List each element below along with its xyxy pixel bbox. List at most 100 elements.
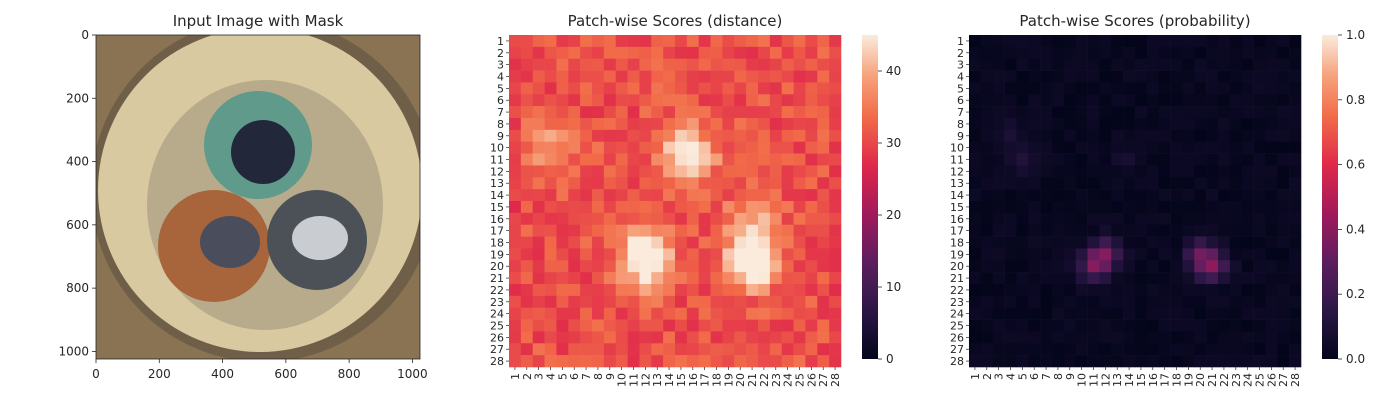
probability-heatmap-cell: [1040, 58, 1053, 71]
probability-heatmap-cell: [1087, 248, 1100, 261]
distance-heatmap-cell: [781, 248, 794, 261]
distance-heatmap-cell: [651, 272, 664, 285]
probability-heatmap-cell: [1063, 106, 1077, 119]
distance-heatmap-cell: [520, 355, 534, 368]
distance-heatmap-cell: [829, 272, 842, 285]
panel1-title: Input Image with Mask: [173, 12, 344, 30]
distance-heatmap-cell: [746, 153, 759, 166]
distance-heatmap-cell: [686, 35, 700, 48]
probability-heatmap-cell: [1229, 201, 1243, 214]
probability-heatmap-cell: [1170, 177, 1183, 190]
distance-heatmap-cell: [710, 106, 723, 119]
distance-heatmap-cell: [639, 307, 652, 320]
distance-heatmap-cell: [722, 106, 735, 119]
distance-heatmap-cell: [532, 118, 545, 131]
distance-heatmap-cell: [532, 46, 545, 60]
probability-heatmap-cell: [1158, 260, 1171, 273]
distance-heatmap-cell: [627, 201, 640, 214]
probability-colorbar-tick-label: 0.2: [1346, 287, 1365, 301]
distance-heatmap-cell: [651, 212, 664, 226]
probability-heatmap-cell: [1063, 284, 1077, 297]
probability-heatmap-ytick-label: 16: [950, 213, 964, 226]
probability-heatmap-xtick-label: 11: [1088, 373, 1101, 387]
probability-heatmap-cell: [980, 165, 994, 178]
distance-heatmap-cell: [769, 319, 783, 332]
probability-heatmap-cell: [1277, 260, 1290, 273]
distance-heatmap-cell: [568, 129, 581, 143]
probability-heatmap-cell: [1111, 236, 1124, 249]
probability-heatmap-cell: [980, 284, 994, 297]
probability-heatmap-cell: [1135, 331, 1148, 344]
distance-heatmap-cell: [769, 248, 783, 261]
probability-heatmap-cell: [1063, 189, 1077, 202]
probability-heatmap-cell: [1146, 189, 1160, 202]
probability-heatmap-cell: [1194, 201, 1207, 214]
panel3-title: Patch-wise Scores (probability): [1019, 12, 1250, 30]
probability-heatmap-cell: [1158, 177, 1171, 190]
distance-heatmap-cell: [817, 82, 830, 95]
probability-heatmap-cell: [1158, 82, 1171, 95]
distance-heatmap-cell: [592, 343, 605, 356]
distance-heatmap-xtick-label: 4: [545, 373, 558, 380]
probability-colorbar-tick-label: 0.8: [1346, 93, 1365, 107]
distance-heatmap-cell: [734, 35, 747, 48]
probability-heatmap-cell: [1277, 355, 1290, 368]
probability-heatmap-cell: [1135, 248, 1148, 261]
probability-heatmap-cell: [1241, 248, 1254, 261]
distance-heatmap-cell: [603, 70, 617, 83]
distance-heatmap-cell: [651, 46, 664, 60]
distance-heatmap-cell: [829, 212, 842, 226]
distance-heatmap-cell: [758, 118, 771, 131]
probability-heatmap-cell: [1218, 82, 1231, 95]
probability-heatmap-cell: [1158, 35, 1171, 48]
distance-heatmap-cell: [639, 343, 652, 356]
distance-heatmap-cell: [817, 248, 830, 261]
distance-heatmap-xtick-label: 15: [675, 373, 688, 387]
probability-heatmap-cell: [969, 295, 982, 309]
probability-heatmap-axes: 1122334455667788991010111112121313141415…: [950, 35, 1302, 387]
probability-heatmap-xtick-label: 12: [1099, 373, 1112, 387]
distance-heatmap-xtick-label: 10: [616, 373, 629, 387]
distance-heatmap-cell: [544, 355, 557, 368]
probability-heatmap-cell: [1135, 307, 1148, 320]
probability-heatmap-cell: [1170, 212, 1183, 226]
distance-heatmap-cell: [580, 272, 593, 285]
probability-heatmap-xtick-label: 23: [1230, 373, 1243, 387]
probability-colorbar-tick-label: 1.0: [1346, 28, 1365, 42]
probability-heatmap-cell: [980, 189, 994, 202]
distance-heatmap-ytick-label: 27: [490, 343, 504, 356]
probability-heatmap-cell: [1146, 355, 1160, 368]
probability-heatmap-cell: [1277, 153, 1290, 166]
distance-heatmap-cell: [722, 248, 735, 261]
distance-heatmap-cell: [639, 165, 652, 178]
distance-heatmap-cell: [615, 319, 628, 332]
distance-heatmap-cell: [663, 236, 676, 249]
probability-heatmap-cell: [1016, 165, 1029, 178]
probability-heatmap-cell: [1004, 212, 1017, 226]
probability-heatmap-cell: [1229, 129, 1243, 143]
probability-heatmap-cell: [1289, 70, 1302, 83]
distance-heatmap-xtick-label: 6: [568, 373, 581, 380]
distance-heatmap-cell: [829, 260, 842, 273]
distance-heatmap-cell: [580, 201, 593, 214]
distance-heatmap-cell: [675, 46, 688, 60]
probability-heatmap-cell: [1146, 248, 1160, 261]
probability-heatmap-cell: [1052, 165, 1065, 178]
probability-heatmap-cell: [1265, 319, 1278, 332]
distance-heatmap-cell: [615, 141, 628, 154]
probability-heatmap-xtick-label: 21: [1206, 373, 1219, 387]
distance-heatmap-cell: [746, 177, 759, 190]
probability-heatmap-cell: [1135, 70, 1148, 83]
probability-heatmap-cell: [969, 46, 982, 60]
probability-heatmap-cell: [1063, 129, 1077, 143]
probability-heatmap-cell: [1194, 118, 1207, 131]
distance-heatmap-cell: [603, 118, 617, 131]
distance-heatmap-cell: [675, 35, 688, 48]
distance-heatmap-cell: [580, 70, 593, 83]
distance-heatmap-cell: [532, 284, 545, 297]
probability-heatmap-cell: [1170, 46, 1183, 60]
probability-heatmap-cell: [1289, 177, 1302, 190]
distance-heatmap-cell: [722, 165, 735, 178]
probability-heatmap-cell: [1040, 94, 1053, 107]
distance-heatmap-xtick-label: 28: [829, 373, 842, 387]
